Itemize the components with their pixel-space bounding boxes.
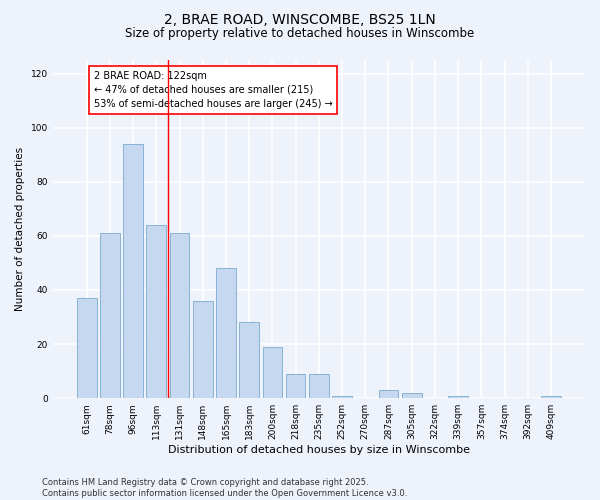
Bar — [402, 393, 422, 398]
Bar — [309, 374, 329, 398]
Bar — [541, 396, 561, 398]
Bar — [263, 347, 282, 398]
Text: Contains HM Land Registry data © Crown copyright and database right 2025.
Contai: Contains HM Land Registry data © Crown c… — [42, 478, 407, 498]
Bar — [239, 322, 259, 398]
Text: 2, BRAE ROAD, WINSCOMBE, BS25 1LN: 2, BRAE ROAD, WINSCOMBE, BS25 1LN — [164, 12, 436, 26]
Bar — [286, 374, 305, 398]
Bar — [216, 268, 236, 398]
Y-axis label: Number of detached properties: Number of detached properties — [15, 147, 25, 311]
Bar — [448, 396, 468, 398]
Bar — [193, 301, 212, 398]
X-axis label: Distribution of detached houses by size in Winscombe: Distribution of detached houses by size … — [168, 445, 470, 455]
Bar — [100, 233, 120, 398]
Bar — [170, 233, 190, 398]
Bar — [146, 225, 166, 398]
Bar — [123, 144, 143, 398]
Text: Size of property relative to detached houses in Winscombe: Size of property relative to detached ho… — [125, 28, 475, 40]
Bar — [77, 298, 97, 398]
Bar — [379, 390, 398, 398]
Bar — [332, 396, 352, 398]
Text: 2 BRAE ROAD: 122sqm
← 47% of detached houses are smaller (215)
53% of semi-detac: 2 BRAE ROAD: 122sqm ← 47% of detached ho… — [94, 71, 332, 109]
